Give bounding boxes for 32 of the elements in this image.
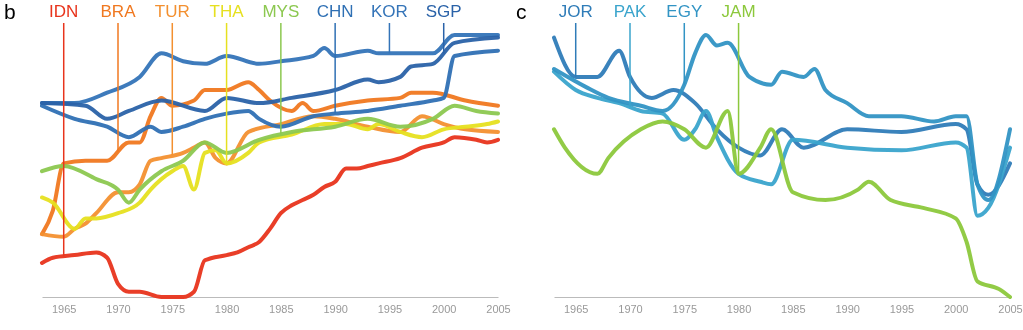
series-label: JOR bbox=[558, 2, 593, 21]
x-tick-label: 1990 bbox=[323, 302, 348, 315]
x-tick-label: 1970 bbox=[618, 302, 643, 315]
x-tick-label: 1975 bbox=[160, 302, 186, 315]
series-label: SGP bbox=[425, 2, 462, 21]
x-tick-label: 1965 bbox=[51, 302, 77, 315]
x-tick-label: 2000 bbox=[431, 302, 457, 315]
text: CHN bbox=[316, 2, 354, 21]
x-tick-label: 1985 bbox=[269, 302, 294, 315]
x-tick-label: 1980 bbox=[214, 302, 240, 315]
text: IDN bbox=[49, 2, 79, 21]
x-tick-label: 1995 bbox=[889, 302, 915, 315]
x-tick-label: 1975 bbox=[672, 302, 698, 315]
text: THA bbox=[209, 2, 245, 21]
series-label: KOR bbox=[371, 2, 408, 21]
text: JAM bbox=[721, 2, 756, 21]
text: PAK bbox=[613, 2, 648, 21]
x-tick-label: 1990 bbox=[835, 302, 860, 315]
x-tick-label: 2005 bbox=[998, 302, 1023, 315]
series-label: EGY bbox=[666, 2, 703, 21]
text: TUR bbox=[154, 2, 190, 21]
x-tick-label: 1965 bbox=[563, 302, 589, 315]
x-tick-label: 2005 bbox=[486, 302, 511, 315]
x-tick-label: 1980 bbox=[726, 302, 752, 315]
x-tick-label: 1995 bbox=[377, 302, 403, 315]
x-tick-label: 2000 bbox=[943, 302, 969, 315]
text: BRA bbox=[100, 2, 137, 21]
x-tick-label: 1970 bbox=[106, 302, 131, 315]
x-tick-label: 1985 bbox=[781, 302, 806, 315]
chart-title: b bbox=[4, 0, 16, 23]
text: MYS bbox=[262, 2, 300, 21]
chart-title: c bbox=[516, 0, 527, 23]
